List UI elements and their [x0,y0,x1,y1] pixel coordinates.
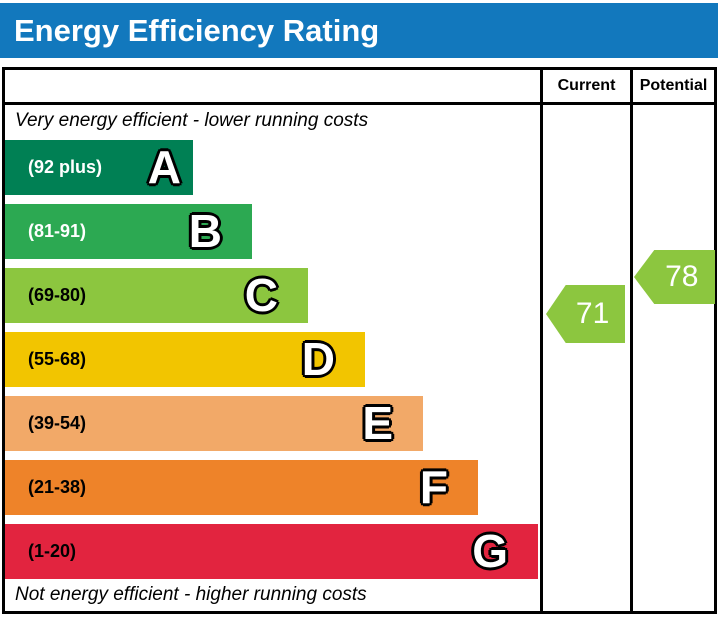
band-range-label: (81-91) [28,221,87,241]
potential-rating-arrow: 78 [634,250,715,304]
band-letter: D [301,333,335,385]
band-row-C: (69-80) C [5,268,308,323]
title-bar: Energy Efficiency Rating [0,3,718,58]
current-rating-value: 71 [575,297,610,330]
table-column-border-left [540,70,543,611]
band-range-label: (92 plus) [28,157,103,177]
band-range-label: (1-20) [28,541,77,561]
band-letter: G [472,525,508,577]
band-range-label: (39-54) [28,413,87,433]
band-row-D: (55-68) D [5,332,365,387]
note-not-efficient: Not energy efficient - higher running co… [15,584,367,605]
rating-table: Current Potential Very energy efficient … [2,67,717,614]
table-header-border [5,102,714,105]
band-range-label: (21-38) [28,477,87,497]
page-title: Energy Efficiency Rating [14,12,380,48]
band-letter: C [244,269,278,321]
potential-rating-value: 78 [665,260,699,293]
column-header-potential: Potential [639,77,708,94]
band-row-B: (81-91) B [5,204,252,259]
current-rating-arrow: 71 [546,285,625,343]
band-row-G: (1-20) G [5,524,538,579]
note-very-efficient: Very energy efficient - lower running co… [15,110,369,131]
band-letter: E [362,397,393,449]
band-range-label: (69-80) [28,285,87,305]
table-column-border-right [630,70,633,611]
band-row-E: (39-54) E [5,396,423,451]
band-letter: F [419,461,448,513]
band-letter: A [147,141,181,193]
band-range-label: (55-68) [28,349,87,369]
column-header-current: Current [557,77,616,94]
band-row-F: (21-38) F [5,460,478,515]
band-letter: B [188,205,222,257]
band-row-A: (92 plus) A [5,140,193,195]
